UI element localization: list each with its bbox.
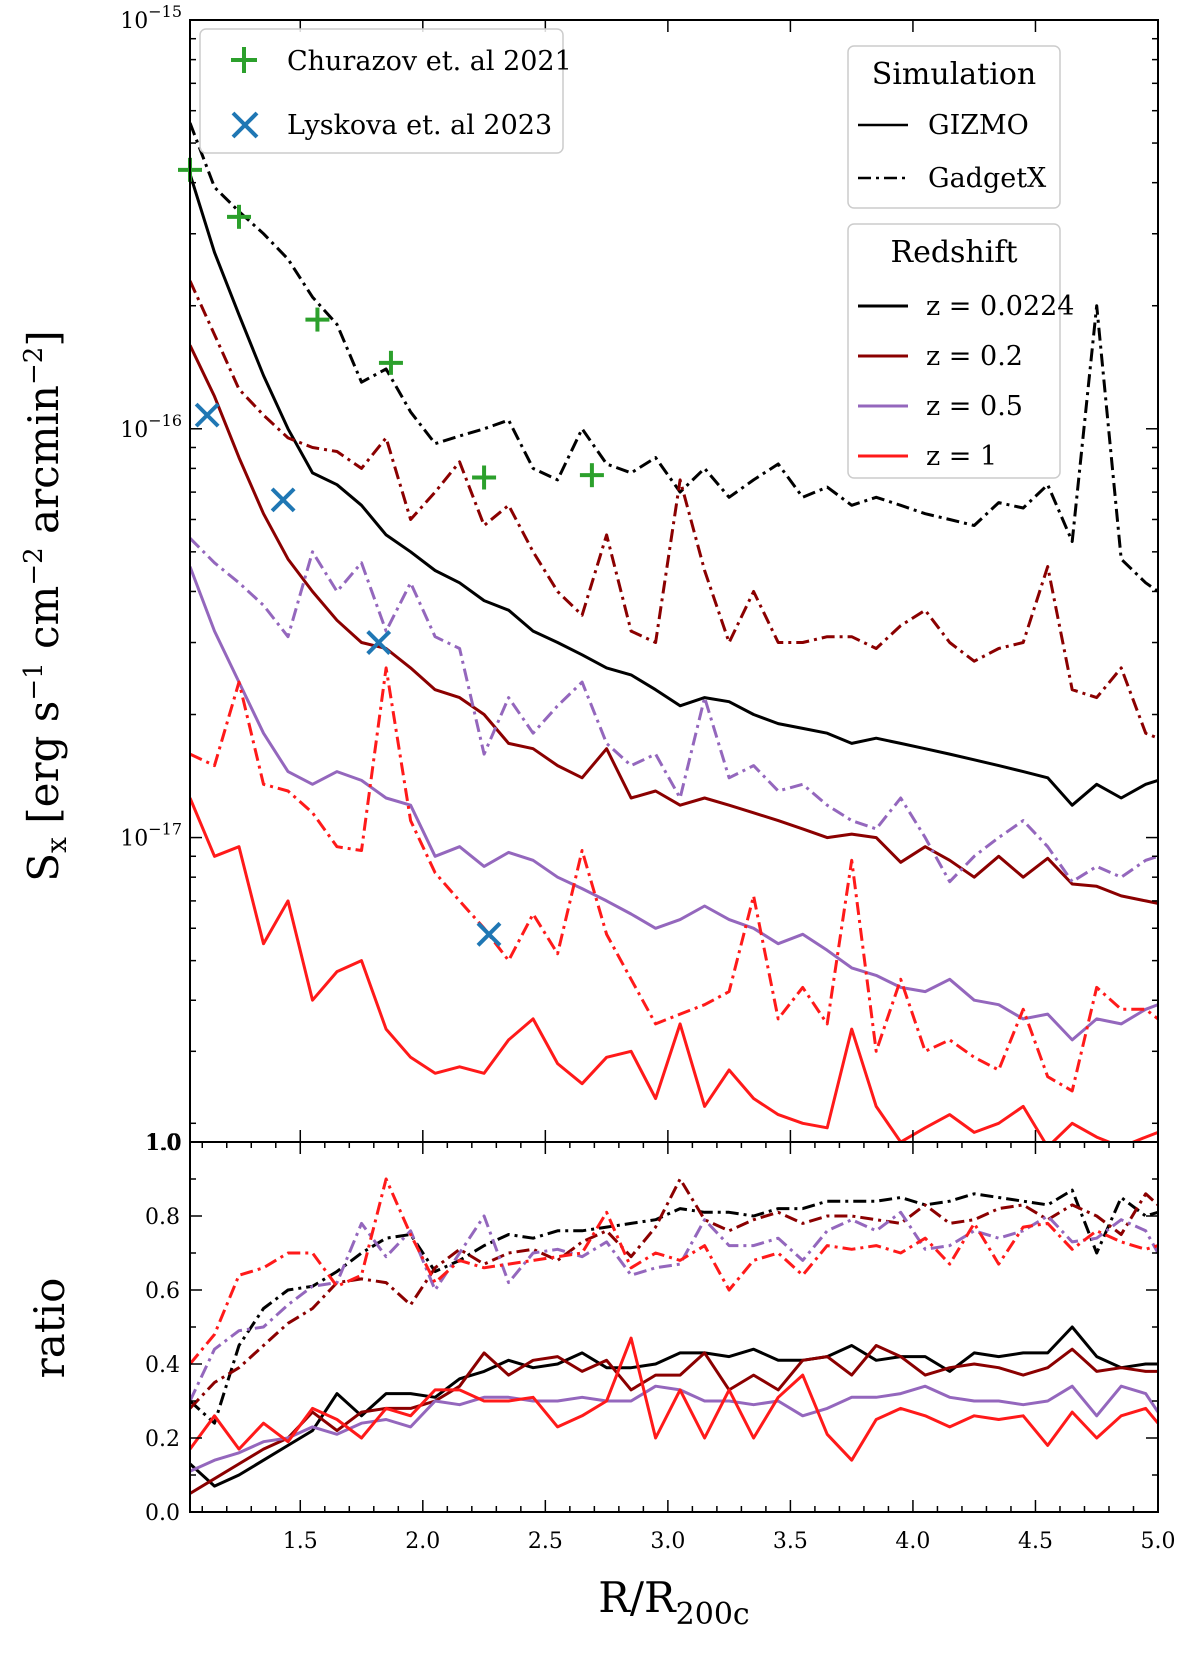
ytick-label-bottom-1: 0.2 <box>145 1427 180 1452</box>
series-line-gizmo-z-1 <box>190 797 1158 1142</box>
bottom-ytick-labels: 0.0 0.2 0.4 0.6 0.8 1.0 <box>145 1131 180 1526</box>
xtick-label-4: 3.5 <box>773 1529 808 1554</box>
ratio-line-gizmo-z-0-0224 <box>190 1325 1158 1488</box>
xtick-label-7: 5.0 <box>1141 1529 1176 1554</box>
ytick-base: 10 <box>120 9 148 34</box>
ytick-label-top-1: 10−16 <box>120 411 182 443</box>
gizmo-legend-label: GIZMO <box>928 110 1029 141</box>
marker-stroke <box>366 630 392 655</box>
marker-stroke <box>476 921 502 947</box>
marker-lyskova-et-al-2023-3 <box>476 921 502 947</box>
marker-churazov-et-al-2021-2 <box>305 307 330 332</box>
observation-markers-group <box>178 157 604 947</box>
bottom-ticks-group <box>190 1141 1159 1513</box>
ylabel-open: [erg s <box>19 701 68 837</box>
redshift-legend: Redshift z = 0.0224 z = 0.2 z = 0.5 z = … <box>847 223 1075 479</box>
marker-churazov-et-al-2021-5 <box>579 463 604 488</box>
ylabel-arcmin: arcmin <box>19 385 68 547</box>
ytick-label-top-3: 1.0 <box>147 1131 182 1156</box>
top-series-group <box>190 122 1158 1142</box>
redshift-legend-label-0: z = 0.0224 <box>926 291 1075 322</box>
redshift-legend-box <box>847 223 1061 479</box>
lyskova-legend-label: Lyskova et. al 2023 <box>287 110 552 141</box>
churazov-legend-marker <box>231 47 257 73</box>
marker-lyskova-et-al-2023-2 <box>366 630 392 655</box>
xtick-labels: 1.5 2.0 2.5 3.0 3.5 4.0 4.5 5.0 <box>283 1529 1176 1554</box>
xtick-label-6: 4.5 <box>1018 1529 1053 1554</box>
marker-stroke <box>194 402 220 428</box>
ytick-exponent: −16 <box>148 411 182 430</box>
marker-lyskova-et-al-2023-1 <box>270 487 296 513</box>
ylabel-close: ] <box>19 330 68 346</box>
series-line-gizmo-z-0-5 <box>190 566 1158 1042</box>
xlabel-main: R/R <box>598 1573 677 1622</box>
series-line-gizmo-z-0-2 <box>190 344 1158 905</box>
series-line-gadgetx-z-1 <box>190 666 1158 1093</box>
ylabel-exp1: −1 <box>19 662 49 700</box>
xtick-label-5: 4.0 <box>895 1529 930 1554</box>
xtick-label-0: 1.5 <box>283 1529 318 1554</box>
ratio-line-gadgetx-z-0-5 <box>190 1210 1158 1402</box>
simulation-legend-box <box>847 45 1061 209</box>
redshift-legend-label-2: z = 0.5 <box>926 391 1023 422</box>
marker-churazov-et-al-2021-4 <box>472 465 497 490</box>
ylabel-s: S <box>19 853 68 882</box>
marker-churazov-et-al-2021-1 <box>227 204 252 229</box>
ylabel-exp2: −2 <box>19 547 49 585</box>
redshift-legend-title: Redshift <box>890 235 1017 270</box>
ytick-base: 10 <box>120 418 148 443</box>
observation-legend-box <box>199 28 564 154</box>
xlabel-sub: 200c <box>676 1597 750 1632</box>
bottom-series-group <box>190 1177 1158 1495</box>
ylabel-exp3: −2 <box>19 347 49 385</box>
ytick-label-bottom-3: 0.6 <box>145 1279 180 1304</box>
simulation-legend-title: Simulation <box>872 57 1036 92</box>
ytick-label-bottom-0: 0.0 <box>145 1501 180 1526</box>
ytick-exponent: −17 <box>148 820 182 839</box>
ytick-label-top-0: 10−15 <box>120 2 182 34</box>
ratio-line-gadgetx-z-1 <box>190 1177 1158 1365</box>
series-line-gizmo-z-0-0224 <box>190 173 1158 807</box>
ytick-label-bottom-4: 0.8 <box>145 1205 180 1230</box>
ytick-base: 10 <box>120 827 148 852</box>
churazov-legend-label: Churazov et. al 2021 <box>287 46 572 77</box>
top-ticks-group <box>190 19 1159 1142</box>
x-axis-label: R/R200c <box>598 1573 749 1632</box>
xtick-label-1: 2.0 <box>405 1529 440 1554</box>
redshift-legend-label-3: z = 1 <box>926 441 997 472</box>
simulation-legend: Simulation GIZMO GadgetX <box>847 45 1061 209</box>
ylabel-cm: cm <box>19 586 68 663</box>
ytick-label-bottom-5: 1.0 <box>145 1131 180 1156</box>
bottom-axes-frame <box>189 1141 1159 1513</box>
gadgetx-legend-label: GadgetX <box>928 163 1047 194</box>
ytick-label-bottom-2: 0.4 <box>145 1353 180 1378</box>
marker-churazov-et-al-2021-3 <box>378 350 403 375</box>
ytick-label-top-2: 10−17 <box>120 820 182 852</box>
ratio-line-gadgetx-z-0-0224 <box>190 1188 1158 1425</box>
bottom-panel: 0.0 0.2 0.4 0.6 0.8 1.0 1.5 2.0 2.5 3.0 3.5 4.0 4.5… <box>145 1131 1176 1554</box>
observation-legend: Churazov et. al 2021 Lyskova et. al 2023 <box>199 28 572 154</box>
ratio-line-gizmo-z-1 <box>190 1336 1158 1462</box>
lyskova-legend-marker <box>231 111 259 139</box>
y-axis-label-top: Sx [erg s−1 cm−2 arcmin−2] <box>19 330 73 881</box>
marker-stroke <box>270 487 296 513</box>
xtick-label-2: 2.5 <box>528 1529 563 1554</box>
xtick-label-3: 3.0 <box>650 1529 685 1554</box>
y-axis-label-bottom: ratio <box>25 1278 74 1379</box>
ytick-exponent: −15 <box>148 2 182 21</box>
ylabel-s-sub: x <box>40 837 73 853</box>
redshift-legend-label-1: z = 0.2 <box>926 341 1023 372</box>
series-line-gadgetx-z-0-2 <box>190 280 1158 740</box>
marker-lyskova-et-al-2023-0 <box>194 402 220 428</box>
ratio-line-gizmo-z-0-2 <box>190 1344 1158 1495</box>
series-line-gadgetx-z-0-0224 <box>190 122 1158 593</box>
series-line-gadgetx-z-0-5 <box>190 537 1158 884</box>
